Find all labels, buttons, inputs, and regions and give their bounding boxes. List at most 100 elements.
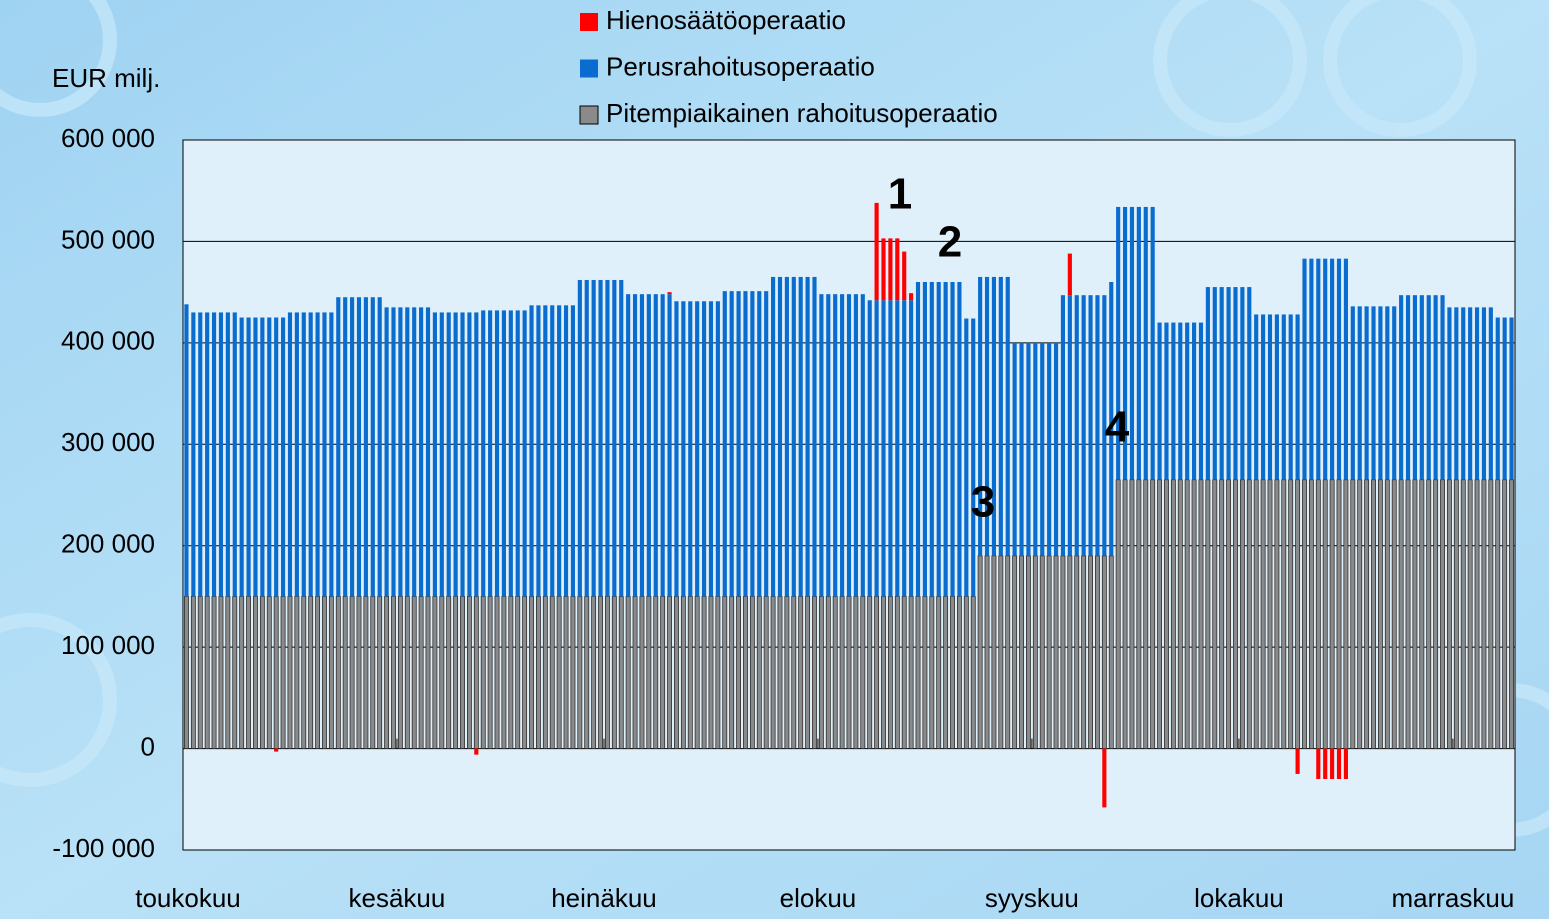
bar	[501, 310, 506, 597]
bar	[1129, 479, 1135, 749]
bar	[805, 596, 811, 749]
bar	[1281, 314, 1286, 480]
bar	[453, 596, 459, 749]
bar	[501, 596, 507, 749]
bar	[1461, 307, 1466, 480]
bar	[1468, 307, 1473, 480]
bar	[667, 292, 672, 295]
bar	[929, 282, 934, 597]
bar	[687, 596, 693, 749]
bar	[280, 596, 286, 749]
bar	[936, 282, 941, 597]
bar	[984, 555, 990, 749]
bar	[1019, 342, 1024, 556]
bar	[1440, 479, 1445, 749]
bar	[1343, 748, 1348, 779]
bar	[315, 312, 320, 597]
bar	[667, 596, 672, 749]
bar	[791, 276, 796, 597]
bar	[301, 312, 306, 597]
bar	[225, 596, 231, 749]
bar	[1350, 479, 1356, 749]
bar	[1295, 314, 1300, 480]
bar	[764, 291, 769, 597]
bar	[1281, 479, 1287, 749]
bar	[1088, 295, 1093, 556]
y-tick-label: -100 000	[52, 833, 155, 863]
bar	[1502, 479, 1508, 749]
bar	[543, 305, 548, 597]
legend-label: Perusrahoitusoperaatio	[606, 51, 875, 81]
bar	[287, 596, 293, 749]
bar	[1433, 479, 1439, 749]
bar	[936, 596, 942, 749]
bar	[556, 596, 562, 749]
bar	[1219, 287, 1224, 480]
bar	[308, 596, 314, 749]
bar	[1330, 748, 1335, 779]
bar	[1067, 295, 1072, 556]
bar	[522, 310, 527, 597]
bar	[750, 291, 755, 597]
legend-swatch	[580, 13, 598, 31]
bar	[1302, 258, 1307, 480]
bar	[1102, 748, 1107, 808]
bar	[246, 317, 251, 597]
bar	[612, 279, 617, 597]
bar	[1212, 287, 1217, 480]
bar	[978, 276, 983, 556]
bar	[1143, 206, 1148, 480]
bar	[605, 596, 610, 749]
bar	[1392, 306, 1397, 480]
bar	[1323, 748, 1328, 779]
bar	[1171, 322, 1176, 480]
bar	[1261, 314, 1266, 480]
x-tick-label: elokuu	[780, 883, 857, 913]
bar	[1399, 295, 1404, 480]
bar	[881, 300, 886, 597]
bar	[943, 596, 949, 749]
x-tick-label: lokakuu	[1194, 883, 1284, 913]
bar	[584, 279, 589, 597]
bar	[1164, 322, 1169, 480]
bar	[901, 596, 907, 749]
bar	[653, 294, 658, 597]
bar	[1357, 306, 1362, 480]
bar	[598, 279, 603, 597]
bar	[812, 596, 817, 749]
bar	[1150, 206, 1155, 480]
bar	[998, 276, 1003, 556]
bar	[549, 596, 555, 749]
bar	[577, 279, 582, 597]
bar	[411, 596, 417, 749]
bar	[853, 596, 859, 749]
bar	[1115, 479, 1121, 749]
bar	[860, 294, 865, 597]
bar	[1440, 295, 1445, 480]
bar	[598, 596, 603, 749]
bar	[1274, 479, 1280, 749]
bar	[639, 294, 645, 597]
bar	[1212, 479, 1218, 749]
bar	[322, 312, 327, 597]
bar	[1095, 295, 1100, 556]
bar	[432, 596, 438, 749]
bar	[370, 596, 376, 749]
bar	[218, 596, 224, 749]
bar	[943, 282, 948, 597]
bar	[1433, 295, 1438, 480]
bar	[281, 317, 286, 597]
bar	[1391, 479, 1397, 749]
bar	[805, 276, 810, 597]
bar	[908, 596, 914, 749]
bar	[653, 596, 659, 749]
bar	[743, 291, 748, 597]
bar	[266, 596, 272, 749]
bar	[1067, 555, 1073, 749]
bar	[1198, 479, 1204, 749]
bar	[915, 596, 921, 749]
bar	[246, 596, 251, 749]
bar	[474, 312, 479, 597]
bar	[757, 291, 762, 597]
bar	[1267, 314, 1273, 480]
